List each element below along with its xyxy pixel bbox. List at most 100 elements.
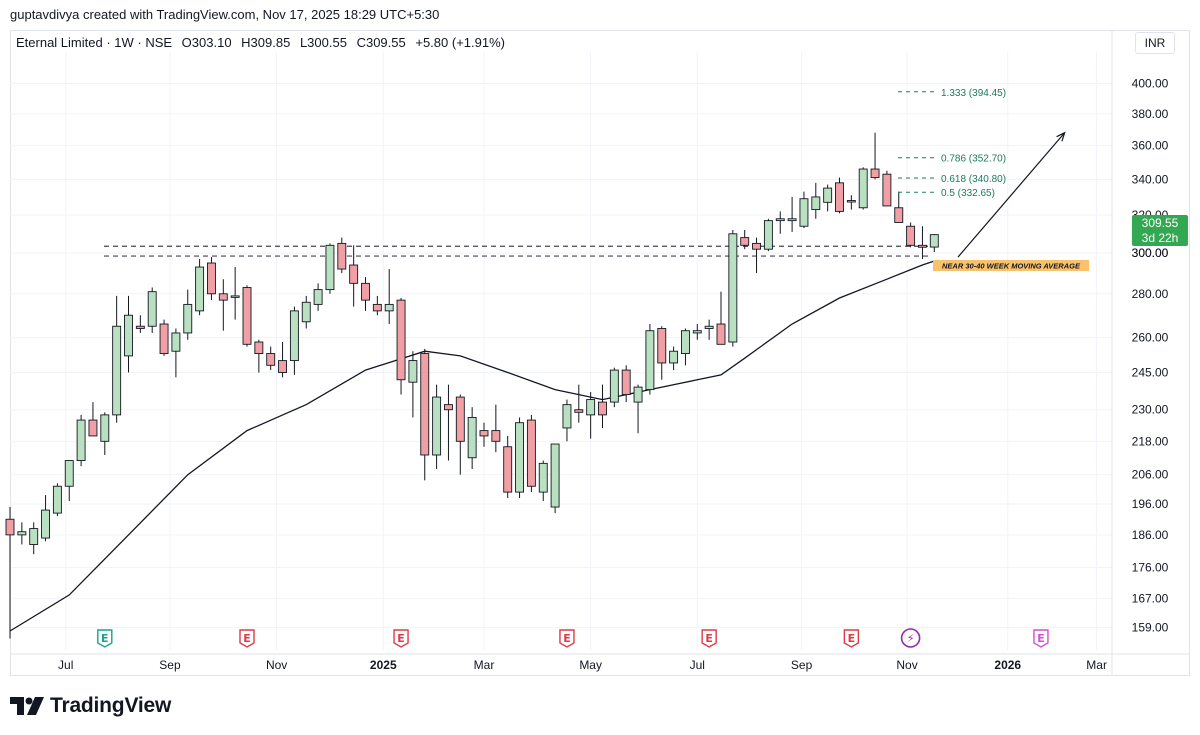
candle-up <box>432 384 442 469</box>
x-tick-label: 2026 <box>994 658 1021 672</box>
candle-body <box>372 303 382 312</box>
candle-body <box>633 386 643 403</box>
candle-down <box>159 319 169 356</box>
candle-down <box>835 177 844 214</box>
moving-average-line <box>9 260 935 632</box>
earnings-event-icon[interactable]: E <box>1033 629 1049 648</box>
event-icon-shape <box>701 629 717 648</box>
candle-up <box>408 351 418 418</box>
candle-body <box>740 237 750 246</box>
candle-up <box>76 414 86 467</box>
earnings-event-icon[interactable]: E <box>393 629 409 648</box>
candle-body <box>64 460 74 487</box>
legend-low: L300.55 <box>299 35 347 50</box>
candle-up <box>704 319 714 340</box>
tradingview-logo[interactable]: TradingView <box>10 694 171 718</box>
y-tick-label: 206.00 <box>1132 468 1169 482</box>
candle-body <box>799 198 809 227</box>
candle-down <box>870 132 880 180</box>
candle-body <box>669 350 679 364</box>
y-tick-label: 218.00 <box>1132 434 1169 448</box>
earnings-event-icon[interactable]: E <box>559 629 575 648</box>
candle-body <box>147 291 157 327</box>
candle-down <box>740 230 750 250</box>
legend-symbol: Eternal Limited · 1W · NSE <box>16 35 173 50</box>
candle-body <box>112 325 122 416</box>
candle-up <box>681 328 690 366</box>
candle-body <box>195 266 205 312</box>
candle-up <box>195 259 205 316</box>
candle-up <box>787 196 797 232</box>
annotation-text: NEAR 30-40 WEEK MOVING AVERAGE <box>942 262 1081 271</box>
x-tick-label: Mar <box>1086 658 1107 672</box>
event-icon-label: ⚡ <box>907 632 915 645</box>
chart-frame <box>10 30 1190 676</box>
candle-body <box>76 419 86 462</box>
candle-body <box>325 244 335 291</box>
candle-body <box>349 264 359 284</box>
split-event-icon[interactable]: ⚡ <box>900 628 921 648</box>
candle-body <box>574 409 584 413</box>
event-icon-label: E <box>563 632 571 645</box>
candle-body <box>396 299 406 381</box>
candle-body <box>455 396 465 442</box>
candle-up <box>301 295 311 329</box>
event-icon-label: E <box>101 632 109 645</box>
currency-button[interactable]: INR <box>1135 32 1175 54</box>
event-icon-shape <box>1033 629 1049 648</box>
candle-up <box>17 522 27 545</box>
candle-body <box>692 330 702 334</box>
y-tick-label: 380.00 <box>1132 107 1169 121</box>
earnings-event-icon[interactable]: E <box>239 629 255 648</box>
earnings-event-icon[interactable]: E <box>97 629 113 648</box>
candle-body <box>645 330 655 391</box>
candle-down <box>242 285 252 347</box>
ma-annotation: NEAR 30-40 WEEK MOVING AVERAGE <box>933 260 1089 271</box>
candle-down <box>444 384 453 461</box>
candle-down <box>361 277 370 311</box>
candle-up <box>52 483 62 517</box>
candlesticks <box>5 132 939 639</box>
candle-up <box>467 407 477 469</box>
grid-lines <box>10 52 1112 650</box>
earnings-event-icon[interactable]: E <box>701 629 717 648</box>
candle-body <box>894 207 904 223</box>
fib-label: 1.333 (394.45) <box>941 88 1006 99</box>
y-tick-label: 159.00 <box>1132 620 1169 634</box>
candle-body <box>835 182 844 212</box>
bar-countdown: 3d 22h <box>1141 231 1179 245</box>
candle-up <box>858 167 868 210</box>
candle-up <box>669 346 679 371</box>
candle-body <box>17 531 27 536</box>
tradingview-logo-icon <box>10 697 44 715</box>
candle-down <box>894 191 904 223</box>
candle-down <box>5 507 15 639</box>
x-tick-label: 2025 <box>370 658 397 672</box>
candle-body <box>609 369 619 403</box>
candle-down <box>598 384 607 428</box>
candle-body <box>29 528 39 545</box>
candle-up <box>313 283 323 311</box>
candle-up <box>609 367 619 408</box>
candle-up <box>728 230 738 347</box>
candle-body <box>657 328 667 364</box>
candle-up <box>799 191 809 229</box>
candle-body <box>242 287 252 345</box>
candle-down <box>349 245 359 307</box>
candle-up <box>823 184 833 212</box>
last-price-badge: 309.55 3d 22h <box>1132 215 1188 246</box>
last-price-value: 309.55 <box>1141 216 1179 230</box>
projection-arrowhead <box>1056 131 1066 142</box>
x-tick-label: Nov <box>896 658 917 672</box>
candle-up <box>692 324 702 340</box>
earnings-event-icon[interactable]: E <box>843 629 860 648</box>
y-tick-label: 245.00 <box>1132 365 1169 379</box>
candle-up <box>633 384 643 434</box>
candle-down <box>621 365 631 403</box>
candle-body <box>171 332 181 352</box>
candle-body <box>479 430 489 437</box>
event-icon-shape <box>559 629 575 648</box>
candle-body <box>681 330 690 355</box>
candle-body <box>52 485 62 514</box>
